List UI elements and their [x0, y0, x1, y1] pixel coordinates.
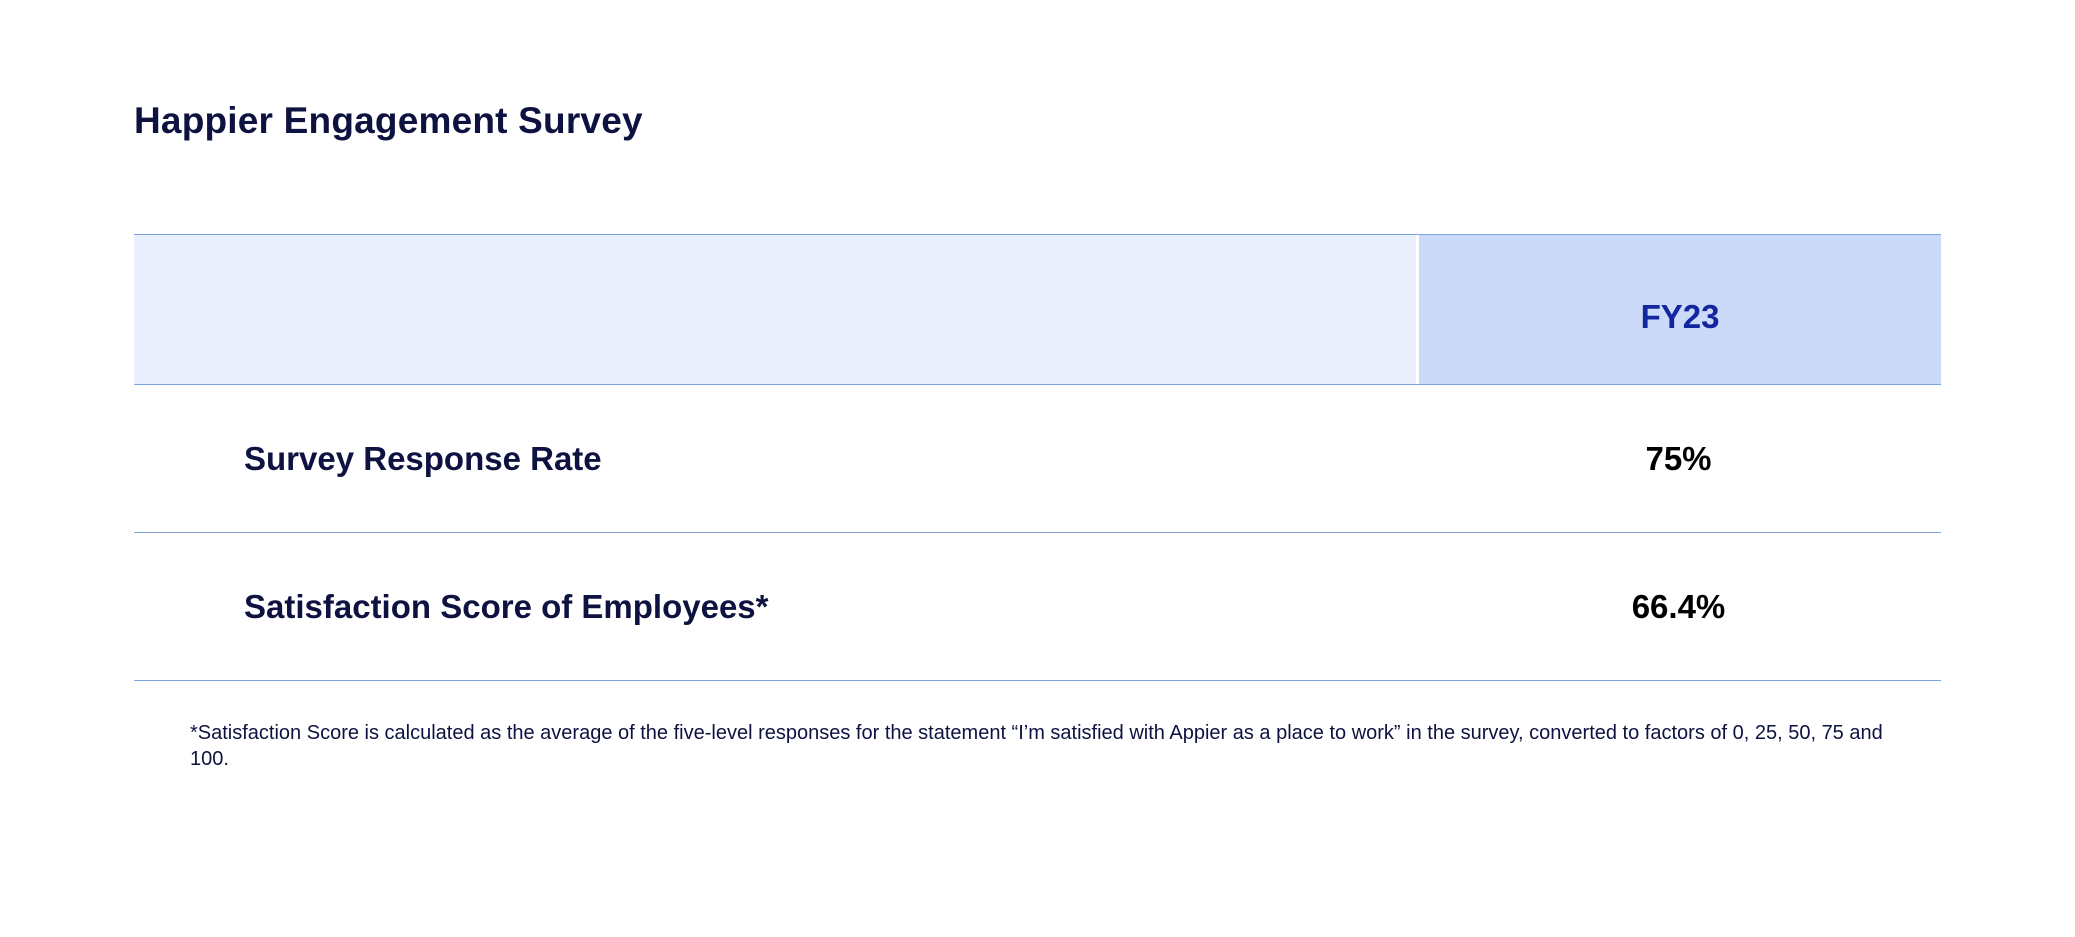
survey-table: FY23 Survey Response Rate 75% Satisfacti… [134, 234, 1941, 681]
row-label: Satisfaction Score of Employees* [244, 587, 769, 625]
row-label: Survey Response Rate [244, 439, 602, 477]
page-title: Happier Engagement Survey [134, 100, 643, 141]
footnote: *Satisfaction Score is calculated as the… [190, 722, 1883, 770]
row-value: 66.4% [1631, 587, 1726, 625]
row-value: 75% [1645, 439, 1712, 477]
header-year-cell: FY23 [1416, 235, 1941, 384]
table-row: Satisfaction Score of Employees* 66.4% [134, 533, 1941, 681]
table-row: Survey Response Rate 75% [134, 385, 1941, 533]
table-header-row: FY23 [134, 234, 1941, 385]
header-label-cell [134, 235, 1416, 384]
